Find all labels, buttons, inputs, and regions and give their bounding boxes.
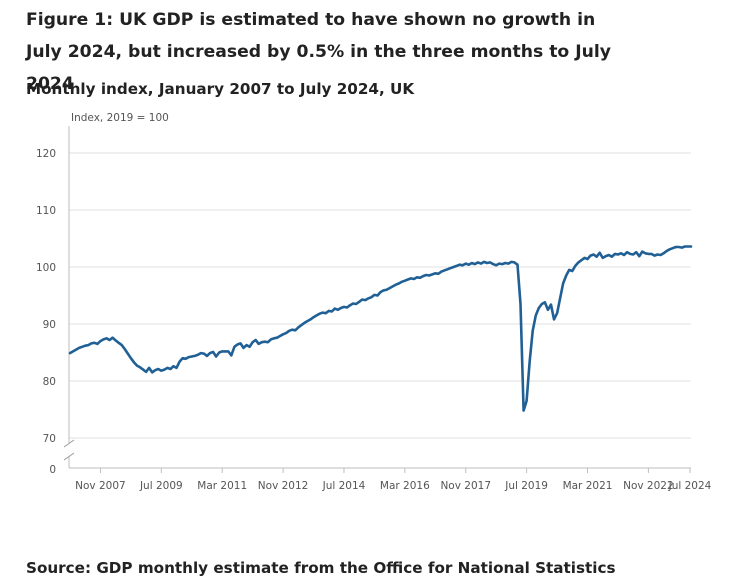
x-tick-label: Jul 2024: [668, 480, 712, 492]
x-tick-label: Nov 2017: [440, 480, 491, 492]
chart-subtitle: Monthly index, January 2007 to July 2024…: [26, 80, 415, 98]
x-tick-label: Nov 2012: [258, 480, 309, 492]
x-tick-label: Jul 2014: [322, 480, 366, 492]
y-tick-label-zero: 0: [49, 464, 56, 476]
x-tick-label: Mar 2021: [563, 480, 613, 492]
y-tick-label: 120: [36, 148, 56, 160]
source-note: Source: GDP monthly estimate from the Of…: [26, 559, 616, 577]
x-tick-label: Mar 2016: [380, 480, 430, 492]
y-tick-label: 100: [36, 262, 56, 274]
gridlines: [69, 152, 691, 439]
series: [68, 245, 693, 412]
y-axis-label: Index, 2019 = 100: [71, 112, 169, 124]
x-tick-label: Nov 2022: [623, 480, 674, 492]
x-tick-label: Mar 2011: [197, 480, 247, 492]
gdp-line-chart: Index, 2019 = 100 70 80 90 100 110 120 0 Nov …: [36, 112, 712, 492]
y-tick-label: 110: [36, 205, 56, 217]
x-tick-label: Jul 2019: [504, 480, 548, 492]
axes: [63, 126, 691, 469]
y-tick-label: 80: [43, 376, 56, 388]
x-tick-label: Nov 2007: [75, 480, 126, 492]
x-tick-label: Jul 2009: [139, 480, 183, 492]
series-line-gdp: [68, 245, 693, 412]
x-tick-labels: Nov 2007 Jul 2009 Mar 2011 Nov 2012 Jul 2014…: [75, 468, 712, 492]
axis-break-icon: [63, 439, 75, 461]
y-tick-labels: 70 80 90 100 110 120: [36, 148, 56, 445]
chart-title: Figure 1: UK GDP is estimated to have sh…: [26, 10, 611, 94]
y-tick-label: 70: [43, 433, 56, 445]
y-tick-label: 90: [43, 319, 56, 331]
